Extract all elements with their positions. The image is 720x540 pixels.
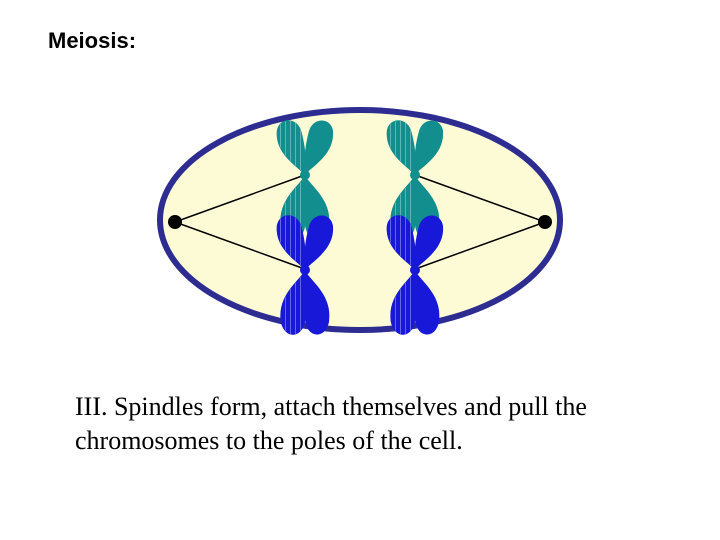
cell-membrane <box>160 110 560 330</box>
cell-svg <box>130 80 590 360</box>
caption-text: III. Spindles form, attach themselves an… <box>75 390 645 458</box>
spindle-pole-left <box>168 215 182 229</box>
cell-diagram <box>130 80 590 360</box>
page-title: Meiosis: <box>48 28 136 54</box>
spindle-pole-right <box>538 215 552 229</box>
